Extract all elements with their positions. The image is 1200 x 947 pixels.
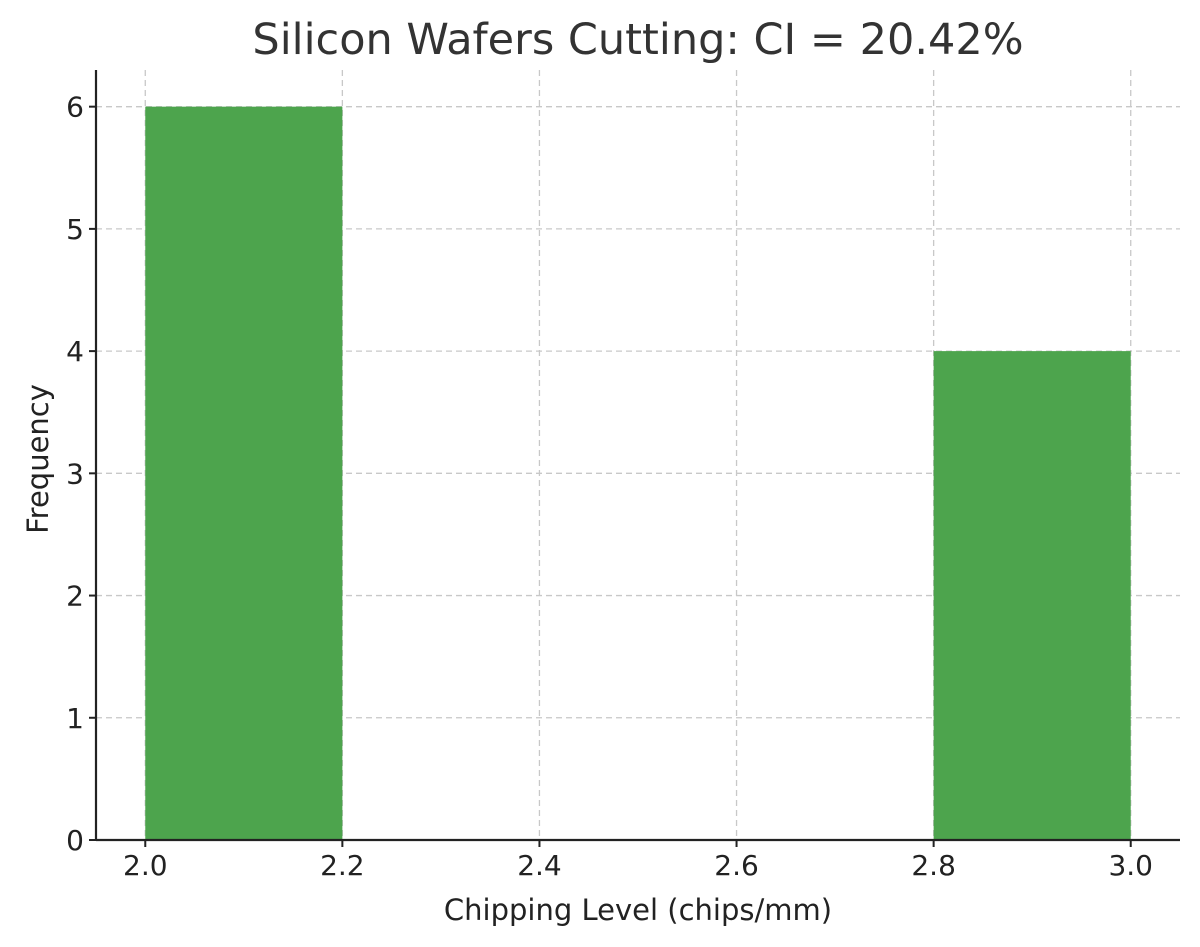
y-tick-label: 1 [66, 702, 84, 735]
chart-title: Silicon Wafers Cutting: CI = 20.42% [252, 15, 1023, 65]
y-tick-label: 3 [66, 457, 84, 490]
x-tick-label: 2.8 [911, 849, 956, 882]
x-tick-label: 2.0 [123, 849, 168, 882]
y-tick-label: 5 [66, 213, 84, 246]
x-tick-label: 2.4 [517, 849, 562, 882]
y-tick-label: 0 [66, 824, 84, 857]
tick-labels: 2.0 2.2 2.4 2.6 2.8 3.0 0 1 2 3 4 5 6 [66, 91, 1153, 882]
y-tick-label: 2 [66, 580, 84, 613]
y-tick-label: 4 [66, 335, 84, 368]
histogram-bar [933, 351, 1131, 840]
x-axis-label: Chipping Level (chips/mm) [444, 893, 832, 927]
y-tick-label: 6 [66, 91, 84, 124]
x-tick-label: 3.0 [1108, 849, 1153, 882]
histogram-bar [145, 106, 343, 840]
axes [94, 70, 1180, 842]
x-tick-label: 2.2 [320, 849, 365, 882]
y-axis-label: Frequency [21, 384, 55, 534]
bars [145, 106, 1131, 840]
x-tick-label: 2.6 [714, 849, 759, 882]
